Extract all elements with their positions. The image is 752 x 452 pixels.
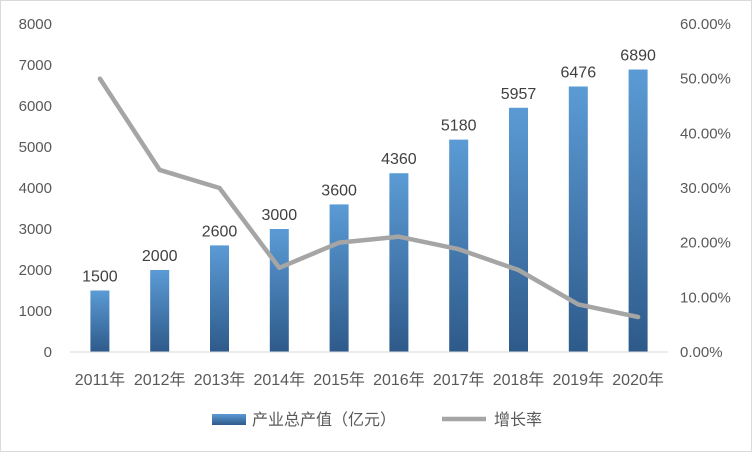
x-axis-tick-label: 2013年 xyxy=(194,371,246,389)
legend-bar-label: 产业总产值（亿元） xyxy=(252,411,396,429)
right-axis: 0.00% 10.00% 20.00% 30.00% 40.00% 50.00% 60.00… xyxy=(680,16,731,361)
left-axis-tick-label: 6000 xyxy=(19,98,52,115)
bar-data-label: 4360 xyxy=(381,151,417,168)
bar-data-label: 6476 xyxy=(561,64,597,81)
line-series xyxy=(97,76,641,320)
legend: 产业总产值（亿元） 增长率 xyxy=(212,411,542,429)
left-axis-tick-label: 8000 xyxy=(19,16,52,33)
x-axis-tick-label: 2019年 xyxy=(552,371,604,389)
right-axis-tick-label: 40.00% xyxy=(680,125,731,142)
x-axis: 2011年 2012年 2013年 2014年 2015年 2016年 2017年 2018年… xyxy=(70,351,668,389)
left-axis-tick-label: 4000 xyxy=(19,180,52,197)
bar-data-label: 1500 xyxy=(82,269,118,286)
legend-bar-swatch xyxy=(212,414,246,425)
bar xyxy=(509,107,528,352)
x-axis-tick-label: 2017年 xyxy=(433,371,485,389)
bar-data-label: 5180 xyxy=(441,118,477,135)
x-axis-tick-label: 2015年 xyxy=(313,371,365,389)
right-axis-tick-label: 20.00% xyxy=(680,235,731,252)
growth-rate-line xyxy=(97,76,641,320)
right-axis-tick-label: 60.00% xyxy=(680,16,731,33)
left-axis-tick-label: 3000 xyxy=(19,221,52,238)
bar-data-label: 3600 xyxy=(321,182,357,199)
left-axis: 0 1000 2000 3000 4000 5000 6000 7000 8000 xyxy=(19,16,52,361)
left-axis-tick-label: 5000 xyxy=(19,139,52,156)
bar xyxy=(210,245,229,352)
bar-data-label: 3000 xyxy=(262,207,298,224)
bar-data-label: 2600 xyxy=(202,223,238,240)
x-axis-tick-label: 2016年 xyxy=(373,371,425,389)
bar-data-label: 6890 xyxy=(620,48,656,65)
right-axis-tick-label: 50.00% xyxy=(680,71,731,88)
left-axis-tick-label: 1000 xyxy=(19,303,52,320)
x-axis-tick-label: 2014年 xyxy=(253,371,305,389)
bar-data-label: 2000 xyxy=(142,248,178,265)
legend-line-label: 增长率 xyxy=(494,411,542,429)
x-axis-tick-label: 2018年 xyxy=(493,371,545,389)
left-axis-tick-label: 7000 xyxy=(19,57,52,74)
bar-data-label: 5957 xyxy=(501,86,537,103)
bar xyxy=(150,270,170,352)
bar xyxy=(449,139,469,352)
bar xyxy=(568,86,588,352)
bar xyxy=(329,204,349,352)
x-axis-tick-label: 2011年 xyxy=(75,371,125,389)
left-axis-tick-label: 0 xyxy=(44,344,52,361)
right-axis-tick-label: 0.00% xyxy=(680,344,723,361)
bar-series xyxy=(90,69,648,352)
bar-data-labels: 1500 2000 2600 3000 3600 4360 5180 5957 6476 6890 xyxy=(82,48,656,286)
left-axis-tick-label: 2000 xyxy=(19,262,52,279)
right-axis-tick-label: 30.00% xyxy=(680,180,731,197)
right-axis-tick-label: 10.00% xyxy=(680,289,731,306)
x-axis-tick-label: 2020年 xyxy=(612,371,664,389)
x-axis-tick-label: 2012年 xyxy=(134,371,186,389)
bar xyxy=(389,173,409,352)
bar xyxy=(90,290,110,352)
bar xyxy=(628,69,648,352)
bar xyxy=(269,229,289,352)
